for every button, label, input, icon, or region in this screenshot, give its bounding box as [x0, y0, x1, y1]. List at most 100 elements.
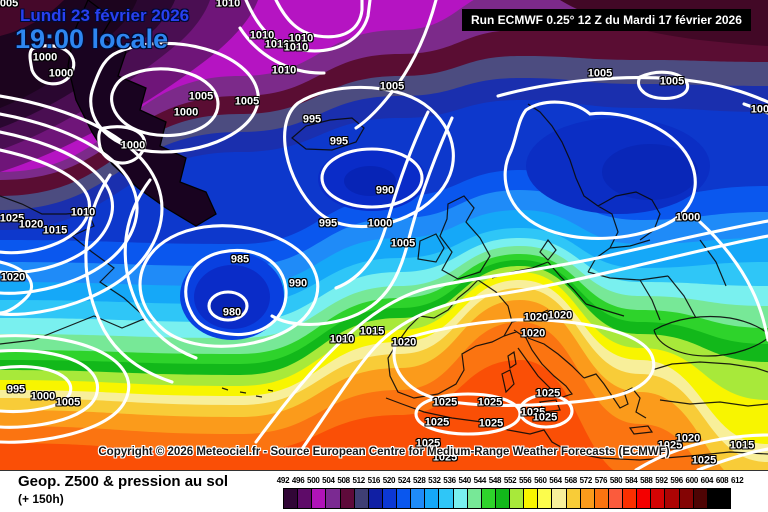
- pressure-label: 1025: [432, 396, 458, 409]
- pressure-label: 1000: [48, 67, 74, 80]
- map-graphic: [0, 0, 768, 470]
- legend-tick: 568: [564, 476, 577, 485]
- coastlines: [0, 103, 768, 461]
- forecast-map: 1005101010001000100510051000100010101010…: [0, 0, 768, 470]
- legend-cell: [593, 488, 609, 509]
- legend-tick-row: 492 496 500 504 508 512 516 520 524 528 532 536 540 5…: [277, 476, 765, 486]
- pressure-label: 1010: [271, 64, 297, 77]
- pressure-label: 1020: [391, 336, 417, 349]
- legend-cell: [438, 488, 454, 509]
- legend-cell: [367, 488, 383, 509]
- pressure-label: 1005: [390, 237, 416, 250]
- pressure-label: 1025: [0, 212, 25, 225]
- pressure-label: 1015: [359, 325, 385, 338]
- valid-date-text: Lundi 23 février 2026: [20, 6, 190, 25]
- pressure-label: 1020: [0, 271, 26, 284]
- legend-cell: [678, 488, 694, 509]
- legend-tick: 596: [670, 476, 683, 485]
- legend-tick: 512: [352, 476, 365, 485]
- legend-cell: [509, 488, 525, 509]
- pressure-label: 1010: [249, 29, 275, 42]
- legend-cell: [537, 488, 553, 509]
- legend-cell: [325, 488, 341, 509]
- pressure-label: 1000: [32, 51, 58, 64]
- legend-cell: [452, 488, 468, 509]
- legend-cell: [650, 488, 666, 509]
- isobar-lines: [0, 0, 768, 470]
- legend-tick: 516: [367, 476, 381, 485]
- legend-tick: 576: [594, 476, 608, 485]
- pressure-label: 1025: [535, 387, 561, 400]
- legend-cell: [283, 488, 299, 509]
- legend-cell: [297, 488, 313, 509]
- legend-tick: 528: [413, 476, 426, 485]
- legend-tick: 588: [640, 476, 653, 485]
- legend-cell: [466, 488, 482, 509]
- pressure-label: 995: [329, 135, 349, 148]
- pressure-label: 985: [230, 253, 250, 266]
- pressure-label: 1005: [188, 90, 214, 103]
- legend-cell: [410, 488, 426, 509]
- legend-cell: [565, 488, 581, 509]
- legend-tick: 612: [730, 476, 744, 485]
- legend-tick: 592: [655, 476, 668, 485]
- pressure-label: 1025: [424, 416, 450, 429]
- legend-cell: [523, 488, 539, 509]
- legend-cell: [353, 488, 369, 509]
- pressure-label: 1025: [657, 439, 683, 452]
- pressure-label: 1010: [329, 333, 355, 346]
- pressure-label: 1025: [691, 454, 717, 467]
- legend-tick: 552: [503, 476, 517, 485]
- pressure-label: 1010: [264, 38, 290, 51]
- pressure-label: 1000: [367, 217, 393, 230]
- legend-tick: 580: [609, 476, 623, 485]
- legend-tick: 584: [624, 476, 638, 485]
- pressure-label: 1010: [288, 32, 314, 45]
- legend-tick: 504: [322, 476, 335, 485]
- legend-tick: 572: [579, 476, 593, 485]
- legend-cell: [494, 488, 510, 509]
- pressure-label: 1015: [729, 439, 755, 452]
- pressure-label: 1005: [0, 0, 19, 10]
- legend-cell: [664, 488, 680, 509]
- legend-color-bar: [283, 488, 765, 509]
- legend-tick: 608: [715, 476, 729, 485]
- legend-cell: [579, 488, 595, 509]
- greenland-coastline: [67, 0, 217, 227]
- legend-tick: 548: [488, 476, 502, 485]
- legend-tick: 556: [519, 476, 532, 485]
- footer-bar: Geop. Z500 & pression au sol (+ 150h) 49…: [0, 470, 768, 512]
- pressure-label: 1000: [30, 390, 56, 403]
- pressure-label: 1005: [234, 95, 260, 108]
- pressure-label: 995: [302, 113, 322, 126]
- pressure-label: 1025: [432, 451, 458, 464]
- legend-tick: 532: [428, 476, 441, 485]
- legend-cell: [607, 488, 623, 509]
- pressure-label: 1005: [587, 67, 613, 80]
- legend-tick: 540: [458, 476, 471, 485]
- pressure-label: 1000: [120, 139, 146, 152]
- pressure-label: 1005: [379, 80, 405, 93]
- pressure-label: 1020: [523, 311, 549, 324]
- legend-cell: [706, 488, 731, 509]
- legend-cell: [622, 488, 638, 509]
- legend-tick: 564: [549, 476, 562, 485]
- pressure-label: 1010: [283, 41, 309, 54]
- legend-cell: [551, 488, 567, 509]
- legend-cell: [396, 488, 412, 509]
- pressure-label: 990: [375, 184, 395, 197]
- legend-tick: 520: [382, 476, 396, 485]
- pressure-label: 1000: [675, 211, 701, 224]
- pressure-label: 1025: [532, 411, 558, 424]
- pressure-label: 1005: [55, 396, 81, 409]
- legend-tick: 524: [397, 476, 411, 485]
- legend-cell: [636, 488, 652, 509]
- legend-tick: 536: [443, 476, 456, 485]
- isobar-labels-layer: 1005101010001000100510051000100010101010…: [0, 0, 768, 467]
- pressure-label: 1020: [675, 432, 701, 445]
- pressure-label: 1005: [659, 75, 685, 88]
- pressure-label: 1020: [520, 327, 546, 340]
- pressure-label: 995: [6, 383, 26, 396]
- legend-tick: 560: [534, 476, 547, 485]
